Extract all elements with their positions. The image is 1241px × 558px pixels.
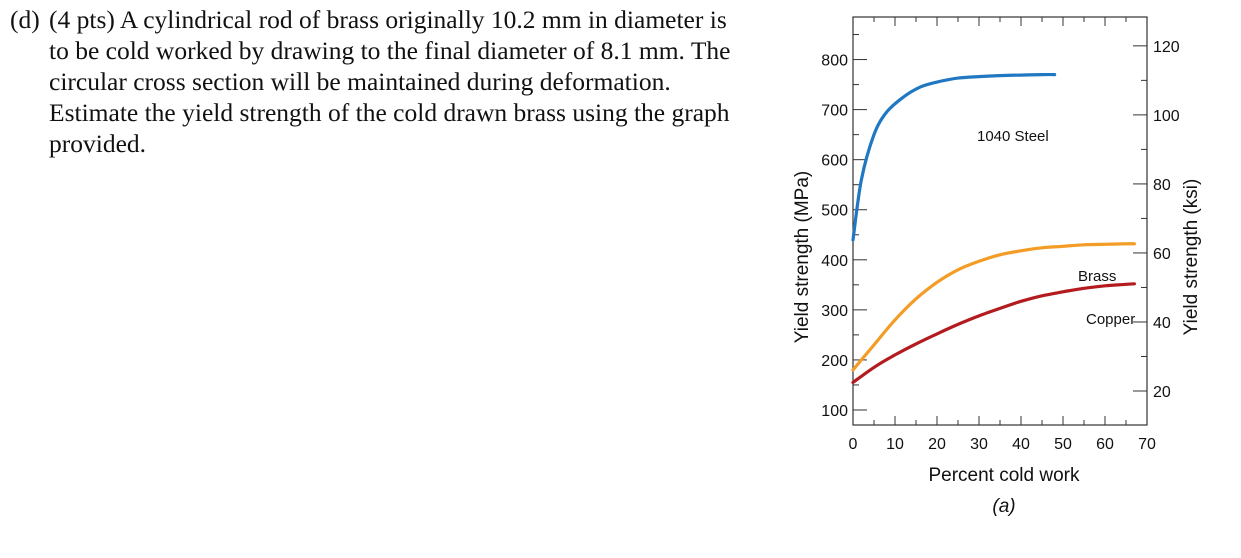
- chart-caption: (a): [992, 496, 1015, 517]
- y-right-tick-label: 40: [1153, 315, 1171, 332]
- x-tick-label: 30: [970, 436, 988, 453]
- y-right-tick-label: 20: [1153, 384, 1171, 401]
- y-tick-label: 800: [821, 53, 848, 70]
- x-tick-label: 0: [849, 436, 858, 453]
- y-right-tick-label: 60: [1153, 246, 1171, 263]
- x-tick-label: 60: [1096, 436, 1114, 453]
- y-tick-label: 600: [821, 153, 848, 170]
- question-number: (d): [10, 5, 40, 34]
- y-axis-label-left: Yield strength (MPa): [792, 171, 813, 343]
- plot-frame: [852, 16, 1148, 426]
- y-tick-label: 100: [821, 403, 848, 420]
- x-tick-label: 50: [1054, 436, 1072, 453]
- yield-strength-chart: 0 10 20 30 40 50 60 70 100 200 300 400 500 600 700 800 2…: [755, 0, 1241, 553]
- x-tick-label: 20: [928, 436, 946, 453]
- steel-series-line: [851, 72, 1057, 242]
- series-label-steel: 1040 Steel: [977, 128, 1049, 145]
- brass-series-line: [851, 242, 1136, 372]
- x-tick-label: 40: [1012, 436, 1030, 453]
- y-right-tick-label: 120: [1153, 39, 1180, 56]
- x-tick-label: 70: [1138, 436, 1156, 453]
- series-label-copper: Copper: [1086, 311, 1135, 328]
- y-axis-label-right: Yield strength (ksi): [1181, 179, 1202, 336]
- copper-series-line: [851, 282, 1136, 384]
- chart-svg: 0 10 20 30 40 50 60 70 100 200 300 400 500 600 700 800 2…: [792, 16, 1202, 517]
- series-label-brass: Brass: [1078, 268, 1116, 285]
- y-tick-label: 500: [821, 203, 848, 220]
- y-tick-label: 700: [821, 103, 848, 120]
- y-tick-label: 300: [821, 303, 848, 320]
- question-text: (4 pts) A cylindrical rod of brass origi…: [49, 5, 731, 158]
- question-block: (d) (4 pts) A cylindrical rod of brass o…: [10, 4, 745, 159]
- y-right-tick-label: 80: [1153, 177, 1171, 194]
- y-tick-label: 400: [821, 253, 848, 270]
- x-axis-label: Percent cold work: [928, 465, 1080, 486]
- y-tick-label: 200: [821, 353, 848, 370]
- x-tick-label: 10: [886, 436, 904, 453]
- y-right-tick-label: 100: [1153, 108, 1180, 125]
